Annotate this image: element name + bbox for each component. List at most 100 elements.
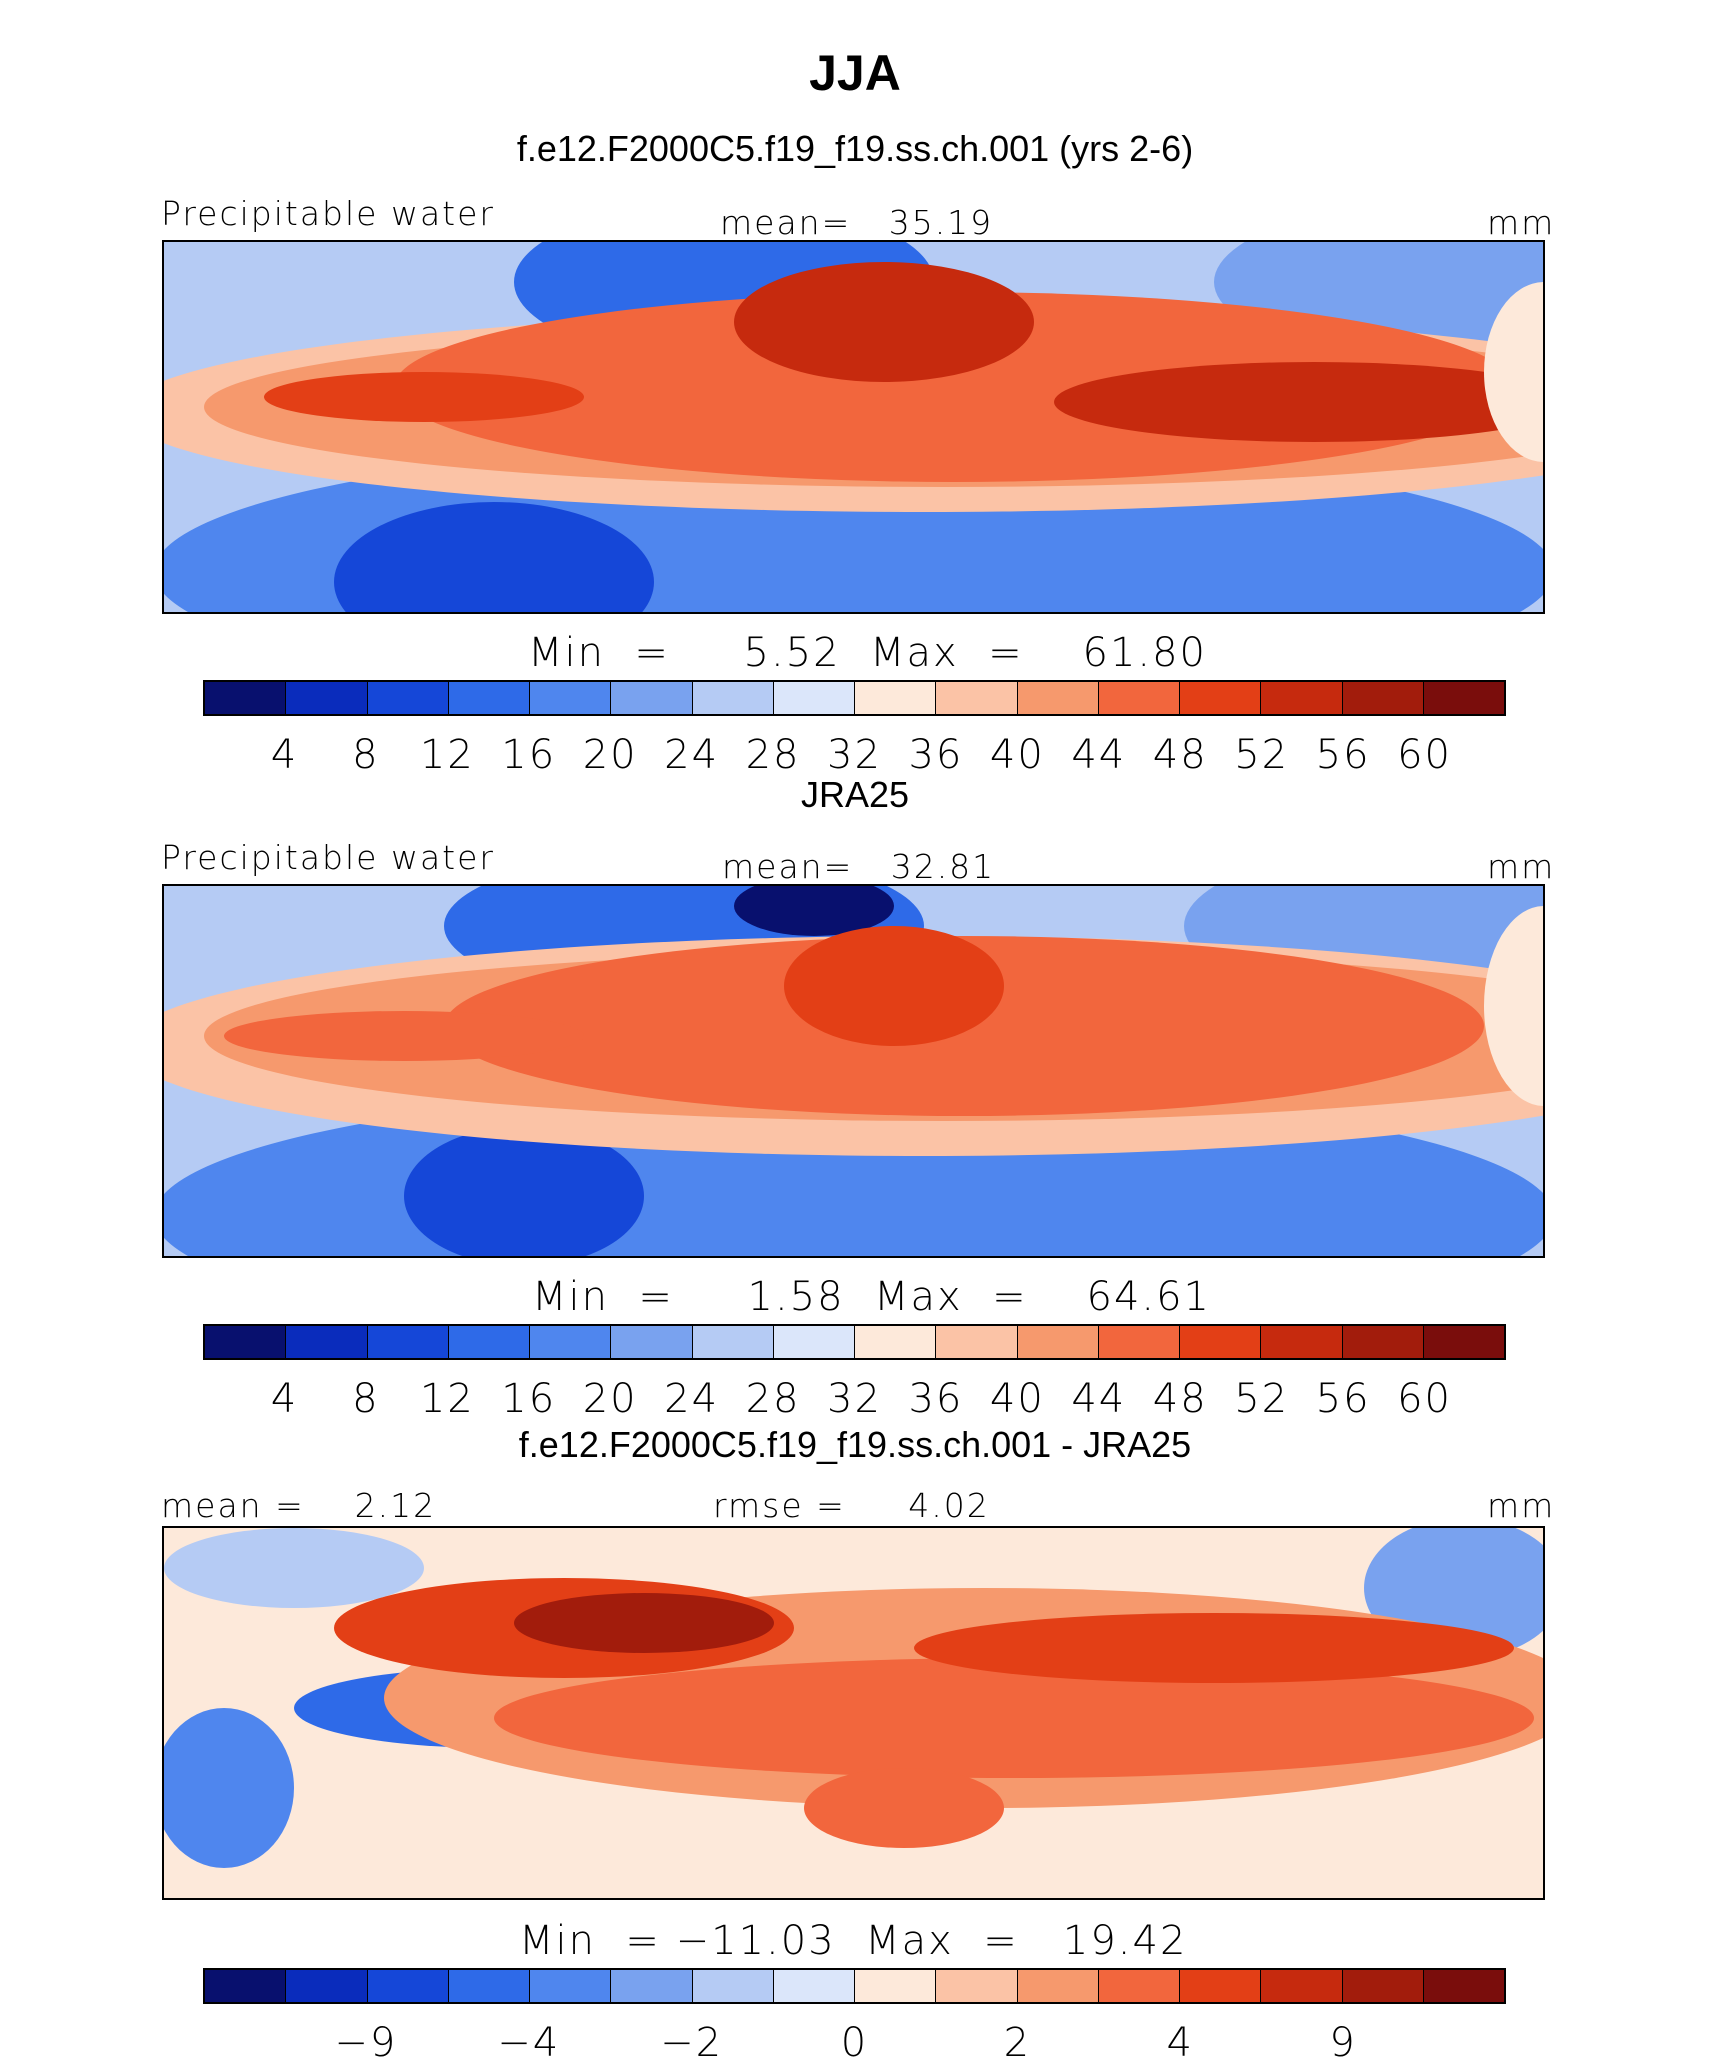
colorbar-box xyxy=(936,682,1018,714)
colorbar-tick-label: 12 xyxy=(419,732,475,778)
panel-3-field xyxy=(164,1528,1543,1898)
panel-3-units: mm xyxy=(1487,1486,1556,1525)
panel-2-variable-label: Precipitable water xyxy=(161,838,495,877)
colorbar-tick-label: 24 xyxy=(664,732,720,778)
colorbar-tick-label: 40 xyxy=(989,1376,1045,1422)
colorbar-tick-label: −9 xyxy=(334,2020,398,2066)
colorbar-box xyxy=(1180,1326,1262,1358)
panel-1-variable-label: Precipitable water xyxy=(161,194,495,233)
colorbar-tick-label: 8 xyxy=(352,1376,380,1422)
panel-1-units: mm xyxy=(1487,203,1556,242)
colorbar-tick-label: 28 xyxy=(745,1376,801,1422)
panel-1-field xyxy=(164,242,1543,612)
colorbar-tick-label: 44 xyxy=(1071,1376,1127,1422)
panel-2-field xyxy=(164,886,1543,1256)
colorbar-box xyxy=(611,1970,693,2002)
colorbar-box xyxy=(448,1970,530,2002)
colorbar-box xyxy=(1342,682,1424,714)
colorbar-box xyxy=(773,1326,855,1358)
colorbar-box xyxy=(773,1970,855,2002)
colorbar-box xyxy=(1098,1326,1180,1358)
colorbar-tick-label: 44 xyxy=(1071,732,1127,778)
colorbar-tick-label: 4 xyxy=(270,732,299,778)
colorbar-tick-label: 4 xyxy=(1166,2020,1194,2066)
panel-2-units: mm xyxy=(1487,847,1556,886)
colorbar-box xyxy=(692,1970,774,2002)
panel-3-title: f.e12.F2000C5.f19_f19.ss.ch.001 - JRA25 xyxy=(518,1424,1192,1465)
colorbar-box xyxy=(1423,1970,1504,2002)
colorbar-tick-label: 56 xyxy=(1315,732,1371,778)
colorbar-box xyxy=(692,1326,774,1358)
colorbar-box xyxy=(367,1970,449,2002)
panel-3-colorbar xyxy=(203,1968,1506,2004)
colorbar-box xyxy=(611,682,693,714)
colorbar-box xyxy=(1342,1326,1424,1358)
colorbar-box xyxy=(205,682,287,714)
colorbar-box xyxy=(286,1326,368,1358)
colorbar-box xyxy=(367,1326,449,1358)
colorbar-tick-label: 32 xyxy=(827,1376,882,1422)
colorbar-tick-label: 56 xyxy=(1315,1376,1371,1422)
colorbar-box xyxy=(286,1970,368,2002)
panel-2-map xyxy=(162,884,1545,1258)
colorbar-tick-label: 48 xyxy=(1152,1376,1208,1422)
colorbar-box xyxy=(530,1970,612,2002)
colorbar-box xyxy=(1017,1326,1099,1358)
colorbar-box xyxy=(448,1326,530,1358)
colorbar-tick-label: 8 xyxy=(352,732,380,778)
panel-1-mean-label: mean= 35.19 xyxy=(720,203,994,242)
panel-1-map xyxy=(162,240,1545,614)
colorbar-tick-label: 40 xyxy=(989,732,1045,778)
figure-title: JJA xyxy=(809,45,901,101)
colorbar-box xyxy=(1423,682,1504,714)
colorbar-box xyxy=(936,1326,1018,1358)
colorbar-tick-label: 9 xyxy=(1329,2020,1357,2066)
colorbar-box xyxy=(530,682,612,714)
colorbar-box xyxy=(1098,682,1180,714)
colorbar-tick-label: 20 xyxy=(582,732,638,778)
panel-3-minmax: Min = −11.03 Max = 19.42 xyxy=(519,1918,1188,1964)
colorbar-tick-label: 0 xyxy=(840,2020,869,2066)
colorbar-tick-label: 4 xyxy=(270,1376,299,1422)
colorbar-tick-label: 36 xyxy=(908,1376,964,1422)
panel-3-map xyxy=(162,1526,1545,1900)
colorbar-box xyxy=(1098,1970,1180,2002)
colorbar-box xyxy=(1261,1326,1343,1358)
colorbar-box xyxy=(530,1326,612,1358)
colorbar-box xyxy=(205,1326,287,1358)
colorbar-tick-label: 36 xyxy=(908,732,964,778)
colorbar-box xyxy=(1261,1970,1343,2002)
colorbar-tick-label: 60 xyxy=(1397,732,1453,778)
colorbar-tick-label: 12 xyxy=(419,1376,475,1422)
panel-3-mean-label: mean = 2.12 xyxy=(161,1486,437,1525)
colorbar-box xyxy=(1423,1326,1504,1358)
colorbar-box xyxy=(1017,682,1099,714)
colorbar-box xyxy=(611,1326,693,1358)
panel-1-title: f.e12.F2000C5.f19_f19.ss.ch.001 (yrs 2-6… xyxy=(516,128,1194,169)
colorbar-tick-label: 28 xyxy=(745,732,801,778)
colorbar-tick-label: 16 xyxy=(501,732,557,778)
colorbar-box xyxy=(448,682,530,714)
colorbar-box xyxy=(1017,1970,1099,2002)
colorbar-tick-label: 52 xyxy=(1234,732,1290,778)
colorbar-tick-label: −2 xyxy=(660,2020,724,2066)
panel-3-rmse-label: rmse = 4.02 xyxy=(713,1486,990,1525)
colorbar-tick-label: 48 xyxy=(1152,732,1208,778)
colorbar-tick-label: −4 xyxy=(497,2020,561,2066)
colorbar-box xyxy=(1180,682,1262,714)
colorbar-box xyxy=(286,682,368,714)
panel-2-title: JRA25 xyxy=(800,774,910,815)
colorbar-box xyxy=(205,1970,287,2002)
panel-1-minmax: Min = 5.52 Max = 61.80 xyxy=(528,630,1207,676)
colorbar-box xyxy=(936,1970,1018,2002)
colorbar-box xyxy=(367,682,449,714)
panel-2-colorbar xyxy=(203,1324,1506,1360)
colorbar-tick-label: 24 xyxy=(664,1376,720,1422)
colorbar-box xyxy=(1261,682,1343,714)
colorbar-box xyxy=(855,1970,937,2002)
panel-2-minmax: Min = 1.58 Max = 64.61 xyxy=(532,1274,1211,1320)
colorbar-tick-label: 20 xyxy=(582,1376,638,1422)
colorbar-tick-label: 2 xyxy=(1003,2020,1032,2066)
colorbar-tick-label: 52 xyxy=(1234,1376,1290,1422)
colorbar-box xyxy=(855,682,937,714)
